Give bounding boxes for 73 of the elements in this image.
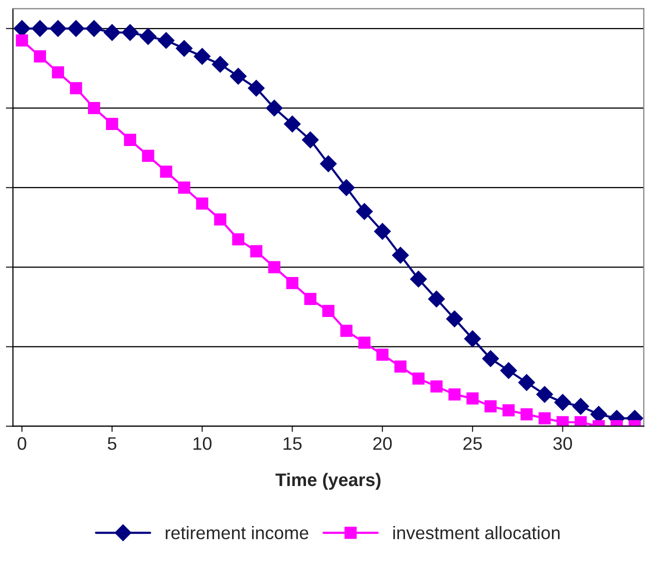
point [484, 400, 497, 412]
point [482, 350, 499, 368]
point [196, 197, 208, 210]
point [574, 416, 587, 426]
point [428, 290, 445, 308]
point [176, 40, 193, 57]
point [464, 330, 481, 348]
point [232, 233, 244, 246]
point [446, 310, 463, 328]
point [358, 336, 370, 349]
point [122, 24, 138, 41]
legend-label: retirement income [166, 526, 308, 540]
point [124, 134, 136, 146]
point [70, 82, 82, 94]
point [142, 150, 154, 162]
x-tick-label: 0 [18, 437, 26, 450]
point [338, 179, 355, 196]
point [304, 292, 316, 306]
point [302, 132, 319, 148]
point [554, 394, 572, 411]
point [86, 20, 102, 37]
point [284, 116, 301, 132]
point [448, 388, 461, 400]
point [34, 50, 46, 62]
point [50, 20, 66, 37]
point [392, 246, 409, 264]
point [214, 213, 226, 226]
point [518, 374, 535, 391]
point [572, 398, 590, 415]
x-tick-label: 15 [284, 437, 302, 450]
x-tick-label: 25 [463, 437, 482, 450]
point [538, 412, 551, 424]
point [500, 362, 517, 379]
x-axis-title: Time (years) [276, 472, 380, 490]
point [356, 203, 373, 220]
point [160, 166, 172, 178]
point [212, 56, 229, 73]
point [410, 270, 427, 288]
point [266, 100, 283, 116]
point [88, 102, 100, 114]
point [502, 404, 515, 416]
point [16, 34, 28, 47]
point [268, 261, 280, 274]
point [520, 408, 533, 420]
point [68, 20, 84, 37]
point [32, 20, 48, 37]
point [322, 304, 334, 317]
x-tick-label: 10 [194, 437, 212, 450]
point [178, 182, 190, 194]
point [106, 118, 118, 130]
point [140, 28, 156, 45]
point [536, 386, 554, 403]
point [158, 32, 175, 49]
point [320, 155, 337, 172]
point [556, 416, 569, 426]
x-tick-label: 30 [553, 437, 572, 450]
point [104, 24, 120, 41]
point [466, 392, 479, 404]
point [412, 372, 425, 385]
point [394, 360, 407, 373]
x-tick-label: 20 [373, 437, 392, 450]
point [194, 48, 211, 65]
point [230, 68, 247, 85]
x-tick-label: 5 [108, 437, 116, 450]
point [340, 324, 352, 337]
point [250, 245, 262, 258]
point [286, 276, 298, 290]
point [248, 80, 265, 97]
point [52, 66, 64, 78]
point [376, 348, 388, 361]
point [430, 380, 443, 393]
point [374, 222, 391, 240]
legend-label: investment allocation [393, 526, 560, 540]
